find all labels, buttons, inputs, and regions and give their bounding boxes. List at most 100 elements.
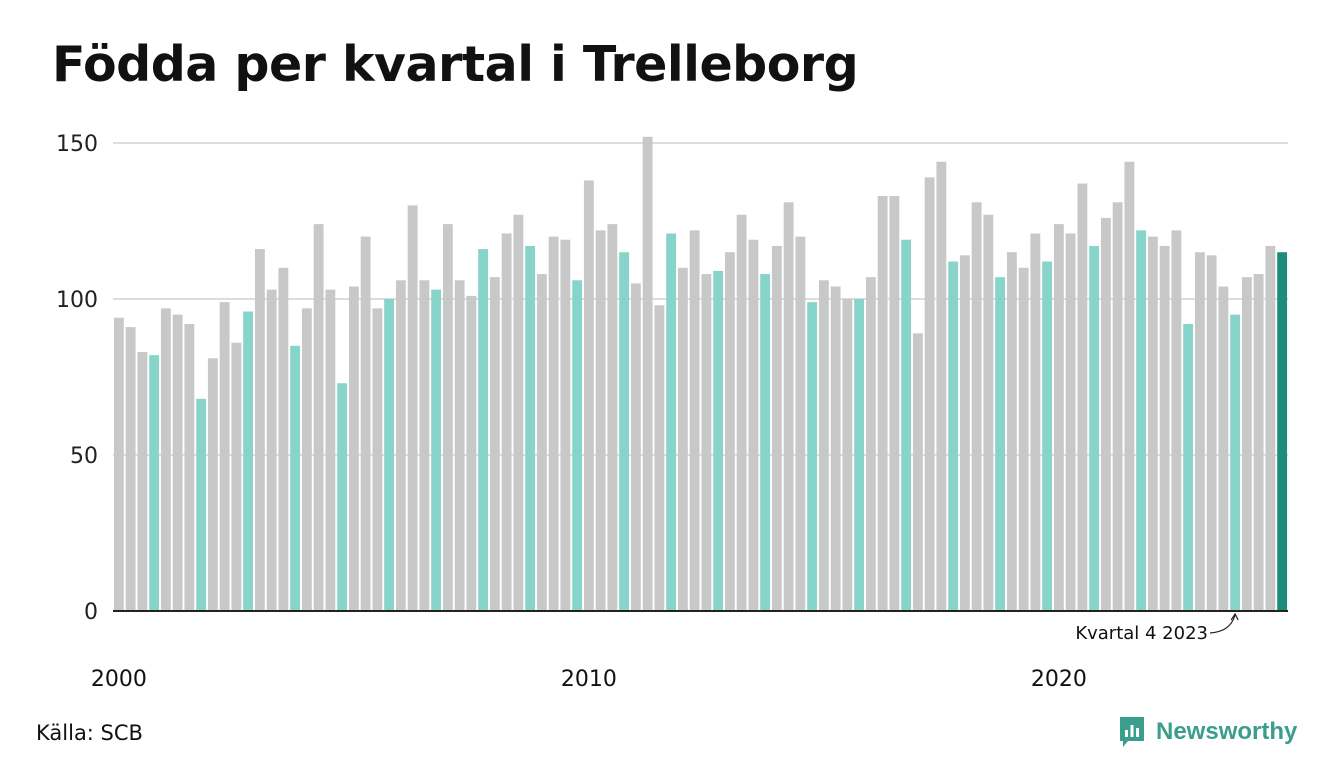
bar-2019-q4 (1042, 261, 1053, 611)
bar-2008-q4 (525, 245, 536, 611)
bar-2016-q4 (901, 239, 912, 611)
bar-2021-q3 (1124, 161, 1135, 611)
bar-2021-q1 (1100, 217, 1111, 611)
bar-2009-q4 (572, 280, 583, 611)
bar-2007-q2 (454, 280, 465, 611)
bar-2005-q4 (384, 299, 395, 611)
bar-2000-q4 (149, 355, 160, 611)
bar-2002-q3 (231, 342, 242, 611)
bar-2010-q2 (595, 230, 606, 612)
bar-2020-q4 (1089, 245, 1100, 611)
bar-2014-q3 (795, 236, 806, 611)
bar-2019-q2 (1018, 267, 1029, 611)
x-tick-label: 2000 (91, 667, 147, 692)
bar-2001-q2 (172, 314, 183, 611)
bar-2022-q3 (1171, 230, 1182, 612)
bar-2014-q4 (807, 302, 818, 611)
bar-2011-q4 (666, 233, 677, 612)
x-tick-label: 2020 (1031, 667, 1087, 692)
y-tick-label: 100 (56, 288, 98, 313)
bar-2014-q1 (771, 245, 782, 611)
bar-2019-q1 (1006, 252, 1017, 611)
bar-2009-q1 (536, 274, 547, 611)
bar-2017-q3 (936, 161, 947, 611)
bar-2011-q1 (630, 283, 641, 611)
bar-2012-q1 (677, 267, 688, 611)
bar-2005-q1 (348, 286, 359, 611)
bar-2020-q1 (1053, 224, 1064, 611)
bar-2009-q3 (560, 239, 571, 611)
bar-2016-q2 (877, 196, 888, 612)
bar-2017-q2 (924, 177, 935, 611)
bar-2008-q3 (513, 214, 524, 611)
source-note: Källa: SCB (36, 721, 143, 745)
x-tick-label: 2010 (561, 667, 617, 692)
bar-2003-q3 (278, 267, 289, 611)
bar-2011-q2 (642, 136, 653, 611)
bar-2010-q1 (583, 180, 594, 611)
bar-2015-q2 (830, 286, 841, 611)
bar-2013-q3 (748, 239, 759, 611)
brand-logo[interactable]: Newsworthy (1118, 714, 1297, 750)
bar-2007-q3 (466, 295, 477, 611)
bar-2024-q2 (1253, 274, 1264, 611)
bar-2012-q2 (689, 230, 700, 612)
newsworthy-logo-icon (1120, 717, 1144, 747)
bar-2001-q3 (184, 323, 195, 611)
bar-2012-q4 (713, 270, 724, 611)
bar-2000-q3 (137, 352, 148, 611)
gridlines (113, 142, 1288, 456)
bars (113, 136, 1288, 612)
bar-2022-q2 (1159, 245, 1170, 611)
bar-2017-q1 (912, 333, 923, 611)
bar-2017-q4 (948, 261, 959, 611)
bar-2007-q1 (442, 224, 453, 611)
bar-2008-q2 (501, 233, 512, 612)
bar-2002-q2 (219, 302, 230, 611)
bar-2023-q3 (1218, 286, 1229, 611)
bar-2008-q1 (489, 277, 500, 611)
annotation-arrowhead (1230, 612, 1239, 621)
bar-2002-q1 (207, 358, 218, 611)
bar-2015-q1 (818, 280, 829, 611)
bar-2019-q3 (1030, 233, 1041, 612)
bar-2023-q2 (1206, 255, 1217, 611)
y-tick-label: 50 (70, 444, 98, 469)
bar-2006-q1 (395, 280, 406, 611)
bar-2006-q2 (407, 205, 418, 611)
bar-2013-q4 (760, 274, 771, 611)
bar-2018-q1 (959, 255, 970, 611)
bar-2002-q4 (243, 311, 254, 611)
bar-2015-q4 (854, 299, 865, 611)
bar-2018-q2 (971, 202, 982, 611)
bar-2004-q2 (313, 224, 324, 611)
bar-2007-q4 (478, 249, 489, 611)
bar-2020-q2 (1065, 233, 1076, 612)
bar-2006-q3 (419, 280, 430, 611)
bar-2004-q1 (301, 308, 312, 611)
bar-2001-q4 (196, 398, 207, 611)
bar-2012-q3 (701, 274, 712, 611)
bar-2024-q4 (1277, 252, 1288, 611)
bar-2021-q4 (1136, 230, 1147, 612)
bar-2016-q3 (889, 196, 900, 612)
bar-2016-q1 (865, 277, 876, 611)
bar-2001-q1 (160, 308, 171, 611)
y-tick-label: 0 (84, 600, 98, 625)
bar-2023-q1 (1194, 252, 1205, 611)
x-axis-ticks: 2000 2010 2020 (91, 667, 1087, 692)
bar-2010-q4 (619, 252, 630, 611)
bar-2013-q1 (724, 252, 735, 611)
bar-2018-q3 (983, 214, 994, 611)
bar-2004-q4 (337, 383, 348, 611)
bar-2020-q3 (1077, 183, 1088, 611)
annotation-arrow (1209, 614, 1236, 634)
bar-2024-q3 (1265, 245, 1276, 611)
y-tick-label: 150 (56, 132, 98, 157)
bar-2000-q1 (113, 317, 124, 611)
bar-2021-q2 (1112, 202, 1123, 611)
bar-2003-q1 (254, 249, 265, 611)
y-axis-ticks: 0 50 100 150 (56, 132, 98, 625)
bar-2005-q2 (360, 236, 371, 611)
